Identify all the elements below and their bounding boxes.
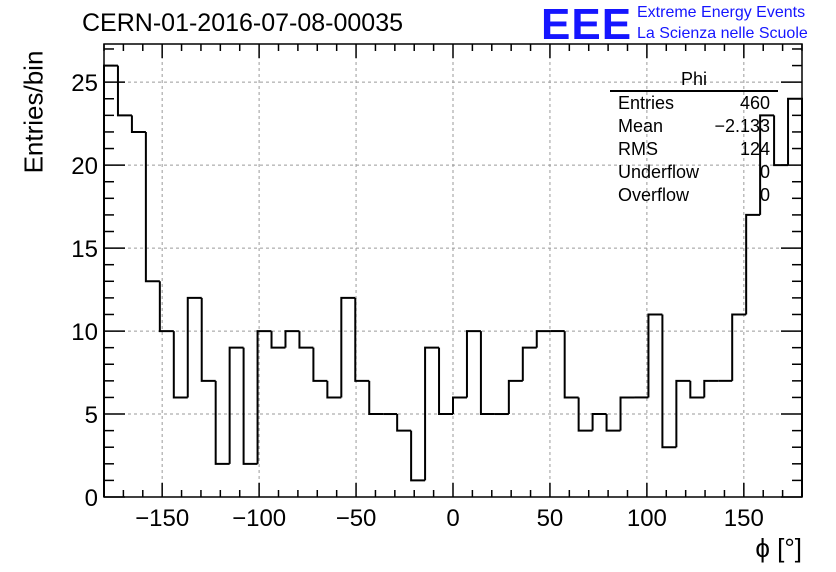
histogram-bin: [284, 330, 300, 348]
histogram-bin: [130, 115, 146, 133]
histogram-bin: [298, 331, 314, 349]
plot-title: CERN-01-2016-07-08-00035: [82, 9, 404, 37]
stats-label: Entries: [618, 93, 675, 113]
stats-value: 460: [739, 93, 770, 113]
histogram-bin: [172, 331, 188, 399]
x-tick-label: −100: [232, 505, 286, 532]
histogram-bin: [703, 379, 719, 398]
histogram-bin: [731, 313, 747, 381]
histogram-bin: [158, 281, 174, 333]
stats-rows: Entries 460 Mean −2.133 RMS 124 Underflo…: [610, 92, 778, 207]
y-tick-label: 0: [85, 485, 98, 512]
histogram-bin: [759, 114, 775, 215]
histogram-bin: [200, 297, 216, 382]
histogram-bin: [438, 347, 453, 416]
histogram-bin: [563, 331, 579, 399]
histogram-bin: [354, 297, 370, 382]
histogram-bin: [116, 65, 132, 117]
stats-row-rms: RMS 124: [618, 138, 770, 161]
histogram-bin: [675, 379, 691, 448]
histogram-bin: [647, 313, 663, 398]
logo-line-1: Extreme Energy Events: [637, 4, 806, 21]
logo-line-2: La Scienza nelle Scuole: [637, 25, 808, 42]
histogram-bin: [605, 414, 621, 432]
stats-value: 124: [739, 139, 770, 159]
stats-label: Overflow: [618, 185, 690, 205]
histogram-bin: [340, 296, 356, 398]
y-tick-label: 15: [71, 236, 98, 263]
x-axis-label: ϕ [°]: [755, 533, 802, 563]
histogram-bin: [452, 396, 467, 415]
y-tick-label: 20: [71, 153, 98, 180]
histogram-bin: [507, 379, 523, 415]
y-tick-label: 10: [71, 319, 98, 346]
histogram-bin: [661, 314, 677, 449]
stats-value: 0: [759, 185, 770, 205]
histogram-bin: [689, 380, 705, 399]
x-tick-label: 100: [627, 505, 667, 532]
histogram-bin: [228, 346, 244, 464]
histogram-bin: [410, 430, 426, 482]
stats-label: Mean: [618, 116, 664, 136]
histogram-bin: [312, 347, 328, 382]
histogram-bin: [619, 396, 635, 431]
histogram-bin: [577, 397, 593, 432]
stats-row-entries: Entries 460: [618, 92, 770, 115]
x-tick-label: −50: [336, 505, 377, 532]
histogram-bin: [396, 414, 412, 432]
histogram-bin: [745, 213, 761, 315]
x-tick-label: 150: [724, 505, 764, 532]
axis-ticks: [103, 44, 803, 498]
tick-labels: −150 −100 −50 0 50 100 150 0 5 10 15 20 25: [71, 70, 764, 532]
histogram-bin: [242, 347, 258, 465]
histogram-bin: [214, 380, 230, 465]
stats-row-overflow: Overflow 0: [618, 184, 770, 207]
eee-logo: EEE: [541, 0, 633, 49]
histogram-bin: [424, 346, 440, 481]
histogram-bin: [465, 330, 481, 398]
histogram-bin: [256, 330, 272, 464]
x-tick-label: 50: [537, 505, 564, 532]
stats-value: −2.133: [714, 116, 770, 136]
y-tick-label: 25: [71, 70, 98, 97]
stats-row-underflow: Underflow 0: [618, 161, 770, 184]
x-tick-label: 0: [446, 505, 459, 532]
x-tick-label: −150: [135, 505, 189, 532]
stats-row-mean: Mean −2.133: [618, 115, 770, 138]
histogram-bin: [368, 380, 384, 416]
stats-label: RMS: [618, 139, 658, 159]
stats-title: Phi: [610, 69, 778, 92]
histogram-bin: [521, 346, 537, 381]
stats-box: Phi Entries 460 Mean −2.133 RMS 124 Unde…: [610, 69, 778, 207]
histogram-bin: [270, 331, 286, 349]
histogram-bin: [144, 131, 160, 283]
stats-label: Underflow: [618, 162, 700, 182]
histogram-bin: [479, 331, 495, 416]
histogram-bin: [535, 330, 551, 348]
y-tick-label: 5: [85, 402, 98, 429]
stats-value: 0: [759, 162, 770, 182]
histogram-bin: [186, 296, 202, 398]
histogram-bin: [326, 380, 342, 399]
histogram-bin: [591, 413, 607, 431]
